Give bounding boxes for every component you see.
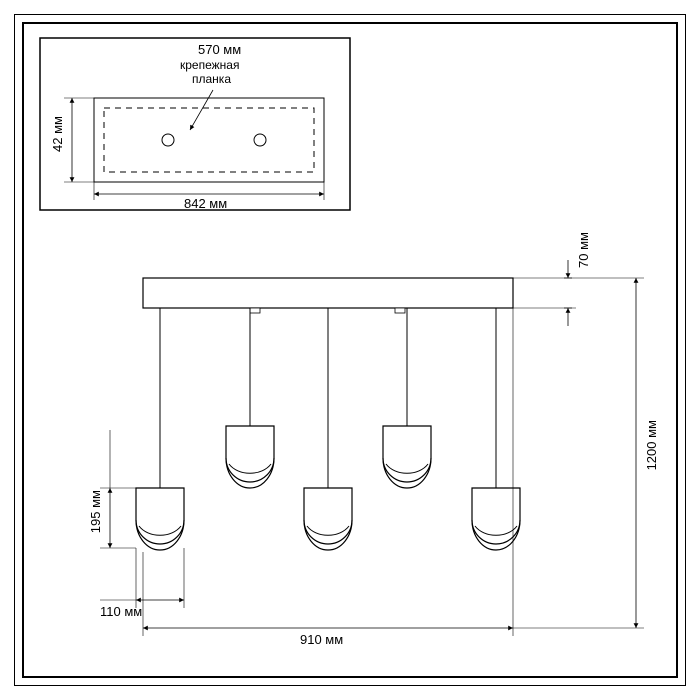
diagram-canvas: 570 мм крепежная планка 42 мм 842 мм 910… [0,0,700,700]
label-sub2: планка [192,72,231,86]
drawing-svg [0,0,700,700]
label-110: 110 мм [100,604,142,619]
label-910: 910 мм [300,632,343,647]
label-195: 195 мм [88,490,103,533]
label-1200: 1200 мм [644,420,659,470]
label-sub1: крепежная [180,58,239,72]
label-842: 842 мм [184,196,227,211]
side-view [100,260,644,636]
label-70: 70 мм [576,232,591,268]
label-42: 42 мм [50,116,65,152]
label-570: 570 мм [198,42,241,57]
